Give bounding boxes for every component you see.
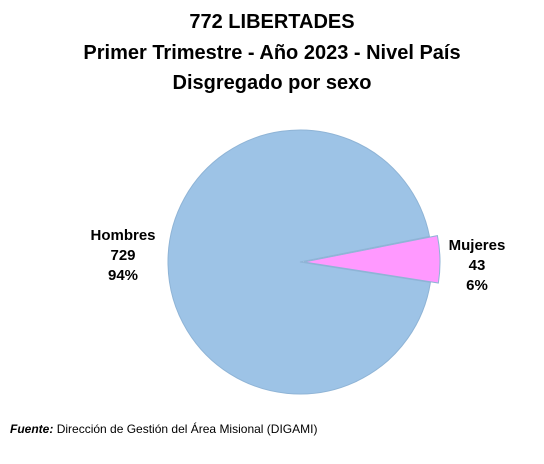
slice-label-percent: 94% — [107, 267, 139, 284]
source-label: Fuente: — [10, 422, 54, 436]
slice-label-hombres: Hombres 729 94% — [78, 226, 168, 286]
chart-title: 772 LIBERTADES — [189, 11, 355, 33]
pie-slice-hombres — [167, 129, 431, 395]
slice-label-name: Mujeres — [448, 237, 506, 254]
source-text: Dirección de Gestión del Área Misional (… — [56, 422, 318, 436]
chart-subtitle-2: Disgregado por sexo — [172, 72, 372, 94]
chart-subtitle: Primer Trimestre - Año 2023 - Nivel País — [83, 42, 461, 64]
pie-slice-mujeres — [303, 235, 441, 284]
slice-label-percent: 6% — [466, 277, 488, 294]
slice-label-name: Hombres — [90, 227, 156, 244]
slice-label-value: 43 — [468, 257, 486, 274]
slice-label-mujeres: Mujeres 43 6% — [432, 236, 522, 296]
source-note: Fuente: Dirección de Gestión del Área Mi… — [10, 422, 317, 436]
slice-label-value: 729 — [110, 247, 136, 264]
